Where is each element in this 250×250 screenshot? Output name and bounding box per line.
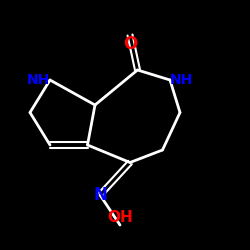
Text: O: O xyxy=(123,35,137,53)
Text: NH: NH xyxy=(27,73,50,87)
Text: OH: OH xyxy=(107,210,133,225)
Text: NH: NH xyxy=(170,73,193,87)
Text: N: N xyxy=(93,186,107,204)
